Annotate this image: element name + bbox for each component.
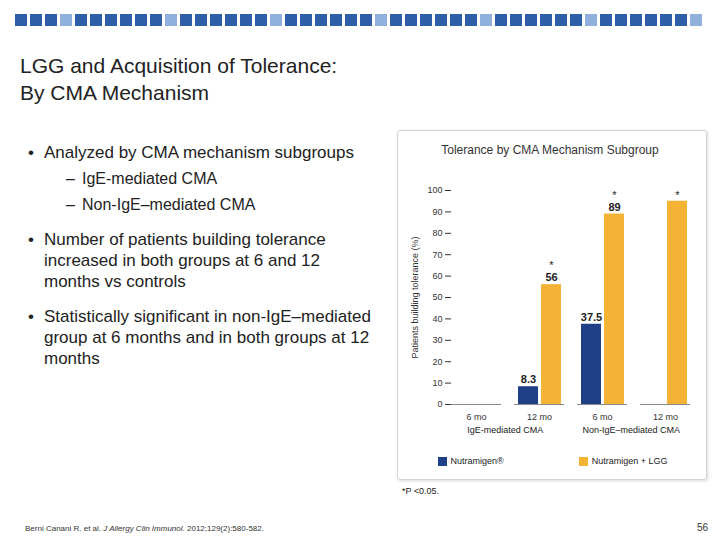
svg-text:60: 60 bbox=[432, 271, 442, 281]
html-text:Number of patients building to: Number of patients building tolerance in… bbox=[44, 230, 326, 291]
svg-text:Patients building tolerance (%: Patients building tolerance (%) bbox=[410, 236, 420, 358]
svg-text:12 mo: 12 mo bbox=[527, 412, 552, 422]
html-text:Berni Canani R. et al. J Aller: Berni Canani R. et al. J Allergy Clin Im… bbox=[25, 524, 264, 533]
html-text:Tolerance by CMA Mechanism Sub: Tolerance by CMA Mechanism Subgroup bbox=[441, 143, 659, 157]
html-text:Analyzed by CMA mechanism subg: Analyzed by CMA mechanism subgroups bbox=[44, 143, 354, 162]
svg-text:6 mo: 6 mo bbox=[466, 412, 486, 422]
svg-text:IgE-mediated CMA: IgE-mediated CMA bbox=[467, 425, 543, 435]
svg-text:37.5: 37.5 bbox=[581, 311, 602, 323]
html-text:IgE-mediated CMA: IgE-mediated CMA bbox=[82, 170, 218, 187]
html-text:LGG and Acquisition of Toleran: LGG and Acquisition of Tolerance: bbox=[20, 54, 338, 77]
html-text:Nutramigen + LGG: Nutramigen + LGG bbox=[591, 456, 668, 466]
svg-text:*: * bbox=[549, 259, 554, 271]
html-text:By CMA Mechanism: By CMA Mechanism bbox=[20, 81, 210, 104]
svg-text:12 mo: 12 mo bbox=[653, 412, 678, 422]
html-text:Non-IgE–mediated CMA: Non-IgE–mediated CMA bbox=[82, 196, 256, 213]
svg-text:8.3: 8.3 bbox=[521, 373, 536, 385]
svg-text:20: 20 bbox=[432, 357, 442, 367]
svg-text:50: 50 bbox=[432, 292, 442, 302]
svg-text:56: 56 bbox=[545, 271, 557, 283]
html-text:56: 56 bbox=[696, 522, 708, 533]
svg-text:100: 100 bbox=[427, 185, 442, 195]
svg-text:30: 30 bbox=[432, 335, 442, 345]
svg-text:*: * bbox=[675, 189, 680, 201]
svg-text:40: 40 bbox=[432, 314, 442, 324]
svg-text:*: * bbox=[612, 189, 617, 201]
html-text:*P <0.05.: *P <0.05. bbox=[402, 486, 440, 496]
svg-text:6 mo: 6 mo bbox=[592, 412, 612, 422]
html-text:Statistically significant in n: Statistically significant in non-IgE–med… bbox=[44, 307, 371, 368]
svg-text:90: 90 bbox=[432, 207, 442, 217]
svg-text:80: 80 bbox=[432, 228, 442, 238]
html-text:Nutramigen®: Nutramigen® bbox=[450, 456, 504, 466]
svg-text:70: 70 bbox=[432, 250, 442, 260]
svg-text:0: 0 bbox=[437, 399, 442, 409]
svg-text:89: 89 bbox=[608, 201, 620, 213]
svg-text:Non-IgE–mediated CMA: Non-IgE–mediated CMA bbox=[583, 425, 681, 435]
svg-text:10: 10 bbox=[432, 378, 442, 388]
